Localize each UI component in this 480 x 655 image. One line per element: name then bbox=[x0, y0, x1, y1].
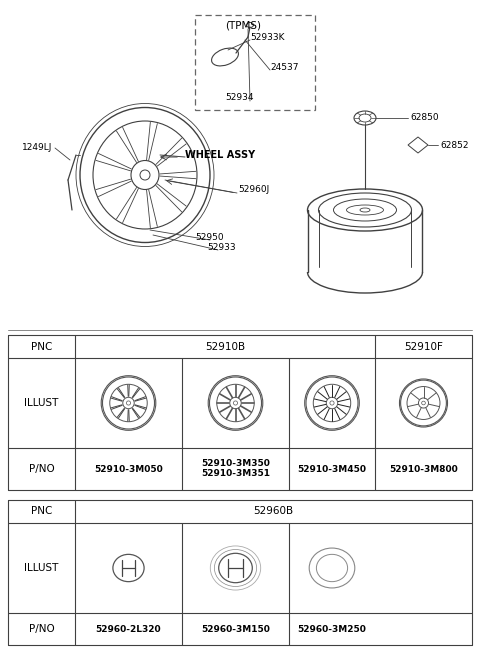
Text: 52910F: 52910F bbox=[404, 341, 443, 352]
Text: 52960B: 52960B bbox=[253, 506, 294, 517]
Text: 52934: 52934 bbox=[225, 94, 253, 102]
Text: 52933: 52933 bbox=[207, 244, 236, 252]
Text: WHEEL ASSY: WHEEL ASSY bbox=[185, 150, 255, 160]
Text: 52910B: 52910B bbox=[205, 341, 245, 352]
Text: ILLUST: ILLUST bbox=[24, 398, 59, 408]
Text: 1249LJ: 1249LJ bbox=[22, 143, 52, 153]
Text: 62852: 62852 bbox=[440, 141, 468, 149]
Text: 52950: 52950 bbox=[195, 233, 224, 242]
Text: 52910-3M050: 52910-3M050 bbox=[94, 464, 163, 474]
Text: (TPMS): (TPMS) bbox=[225, 21, 261, 31]
Text: 52960-2L320: 52960-2L320 bbox=[96, 624, 161, 633]
Text: 52960J: 52960J bbox=[238, 185, 269, 195]
Text: 52910-3M800: 52910-3M800 bbox=[389, 464, 458, 474]
Text: PNC: PNC bbox=[31, 506, 52, 517]
Text: P/NO: P/NO bbox=[29, 624, 54, 634]
Text: 62850: 62850 bbox=[410, 113, 439, 122]
Text: 52910-3M351: 52910-3M351 bbox=[201, 470, 270, 479]
Text: P/NO: P/NO bbox=[29, 464, 54, 474]
Text: 52910-3M450: 52910-3M450 bbox=[298, 464, 367, 474]
Text: 52933K: 52933K bbox=[250, 33, 285, 41]
Text: 52960-3M250: 52960-3M250 bbox=[298, 624, 366, 633]
Text: ILLUST: ILLUST bbox=[24, 563, 59, 573]
Text: 52910-3M350: 52910-3M350 bbox=[201, 460, 270, 468]
Text: PNC: PNC bbox=[31, 341, 52, 352]
Text: 24537: 24537 bbox=[270, 62, 299, 71]
Text: 52960-3M150: 52960-3M150 bbox=[201, 624, 270, 633]
Bar bbox=[195, 15, 315, 110]
